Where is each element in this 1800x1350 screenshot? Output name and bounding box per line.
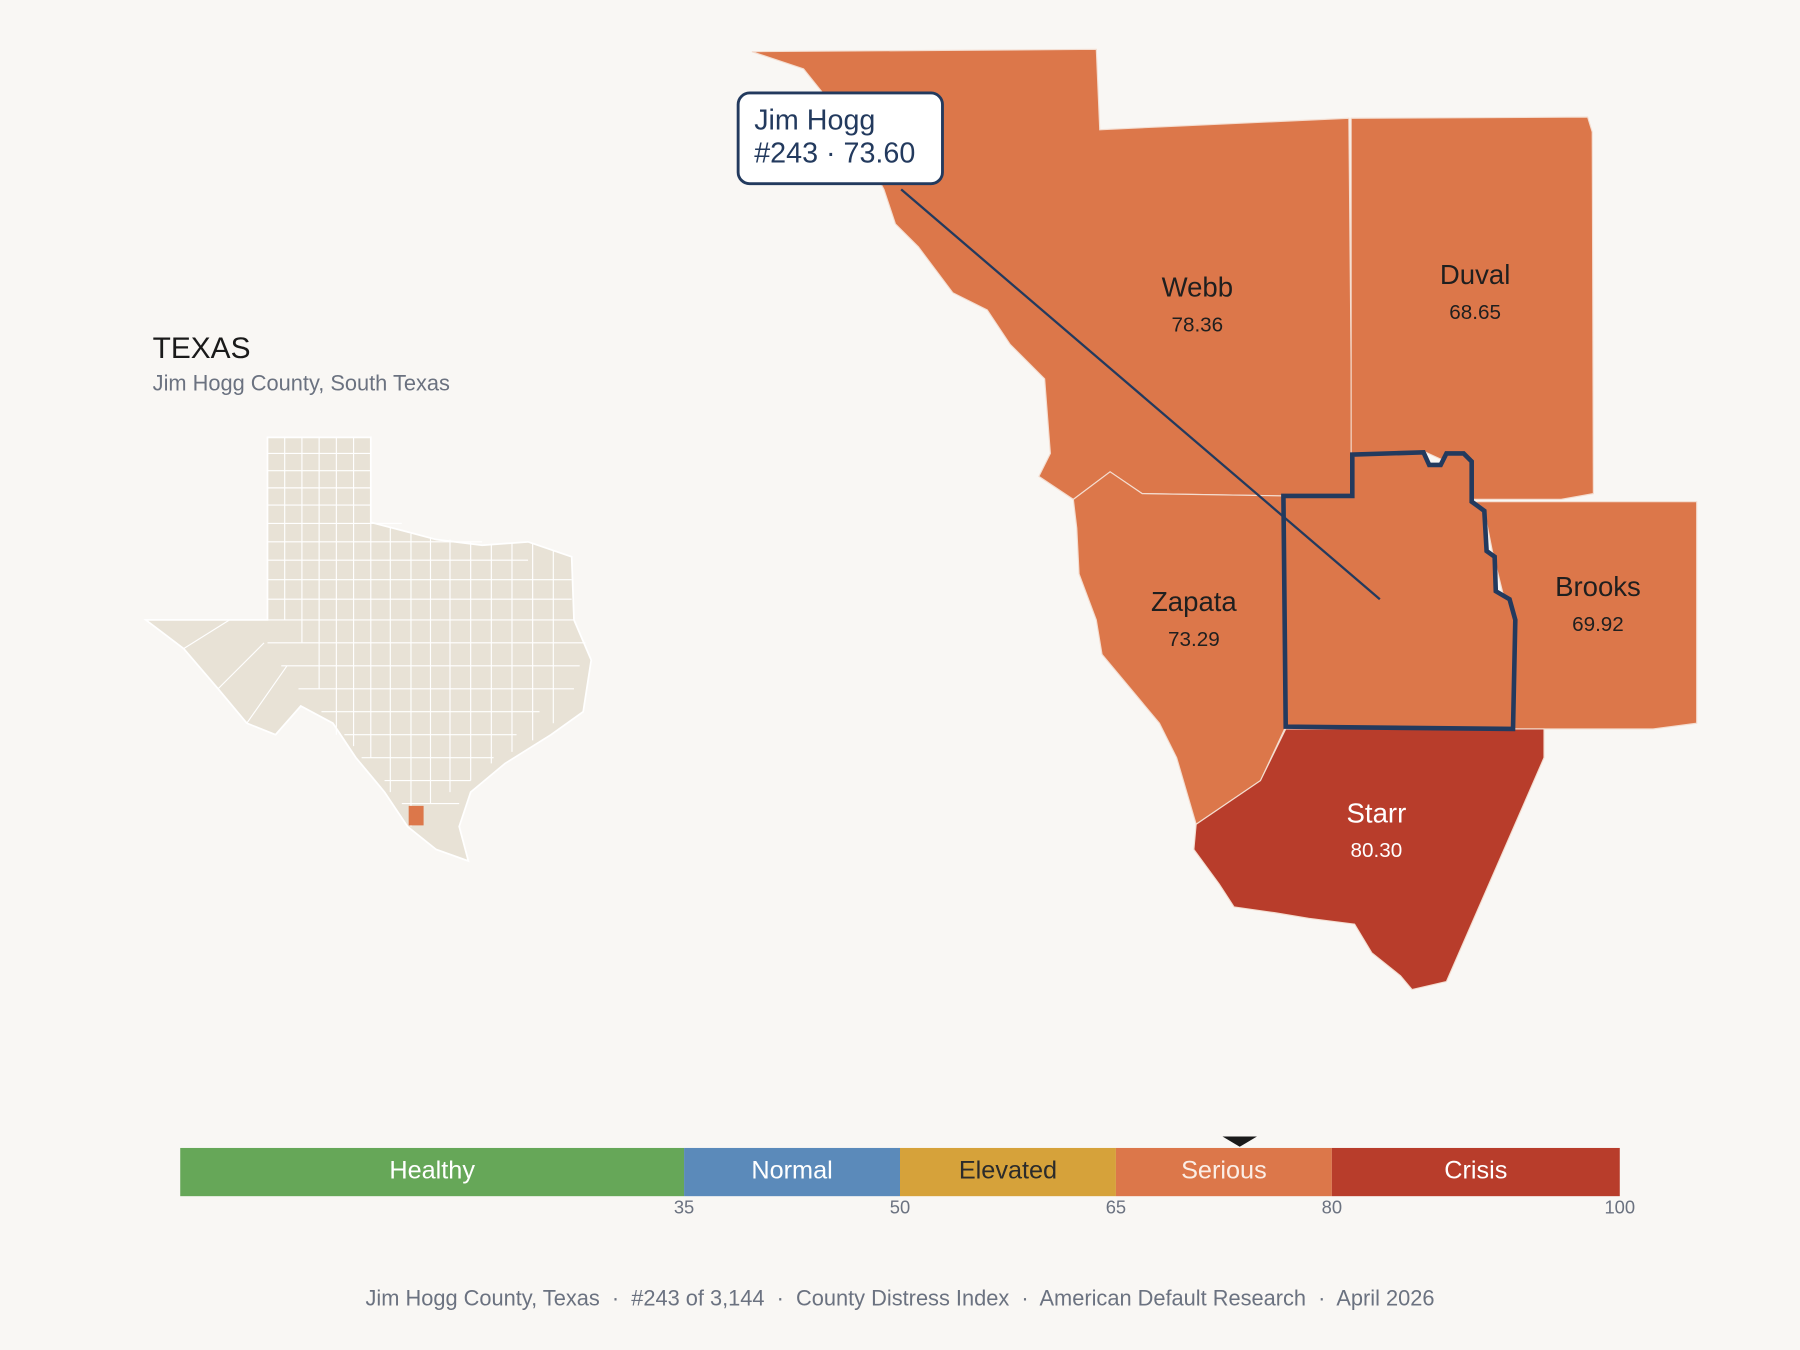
scale-band-label: Serious	[1181, 1157, 1267, 1185]
county-name: Brooks	[1555, 571, 1641, 602]
texas-inset	[143, 436, 593, 863]
county-value: 69.92	[1572, 613, 1624, 636]
county-name: Duval	[1440, 259, 1510, 290]
county-value: 78.36	[1171, 313, 1223, 336]
leader-line	[900, 188, 1381, 601]
county-name: Webb	[1162, 272, 1233, 303]
county-starr	[1193, 728, 1545, 991]
scale-band	[900, 1147, 1116, 1197]
scale-band-label: Healthy	[389, 1157, 475, 1185]
callout-name: Jim Hogg	[754, 104, 875, 136]
county-value: 68.65	[1449, 301, 1501, 324]
scale-marker	[1222, 1136, 1257, 1147]
scale-legend: Healthy Normal Elevated Serious Crisis 35 50 65…	[180, 1136, 1635, 1218]
scale-tick-label: 50	[890, 1197, 910, 1218]
scale-band-label: Normal	[751, 1157, 832, 1185]
texas-outline	[143, 436, 593, 863]
scale-tick-label: 35	[674, 1197, 694, 1218]
scale-band	[1331, 1147, 1620, 1197]
subtitle: Jim Hogg County, South Texas	[153, 370, 450, 395]
scale-band	[1115, 1147, 1332, 1197]
county-name: Zapata	[1151, 586, 1237, 617]
jim-hogg-inset	[408, 805, 424, 826]
footer: Jim Hogg County, Texas · #243 of 3,144 ·…	[366, 1285, 1435, 1310]
county-jim-hogg	[1281, 449, 1518, 732]
scale-tick-label: 80	[1322, 1197, 1342, 1218]
title: TEXAS	[153, 332, 251, 365]
callout-detail: #243 · 73.60	[754, 138, 915, 170]
scale-tick-label: 100	[1604, 1197, 1635, 1218]
county-value: 80.30	[1351, 839, 1403, 862]
county-grid	[183, 437, 586, 827]
county-name: Starr	[1347, 797, 1407, 828]
scale-band	[180, 1147, 685, 1197]
county-map: Webb 78.36 Duval 68.65 Zapata 73.29 Brooks 69.9…	[736, 48, 1698, 991]
scale-band-label: Crisis	[1444, 1157, 1507, 1185]
county-zapata	[1072, 471, 1287, 826]
county-value: 73.29	[1168, 628, 1220, 651]
scale-band-label: Elevated	[959, 1157, 1057, 1185]
scale-band	[684, 1147, 900, 1197]
callout-box	[736, 91, 944, 186]
scale-tick-label: 65	[1106, 1197, 1126, 1218]
